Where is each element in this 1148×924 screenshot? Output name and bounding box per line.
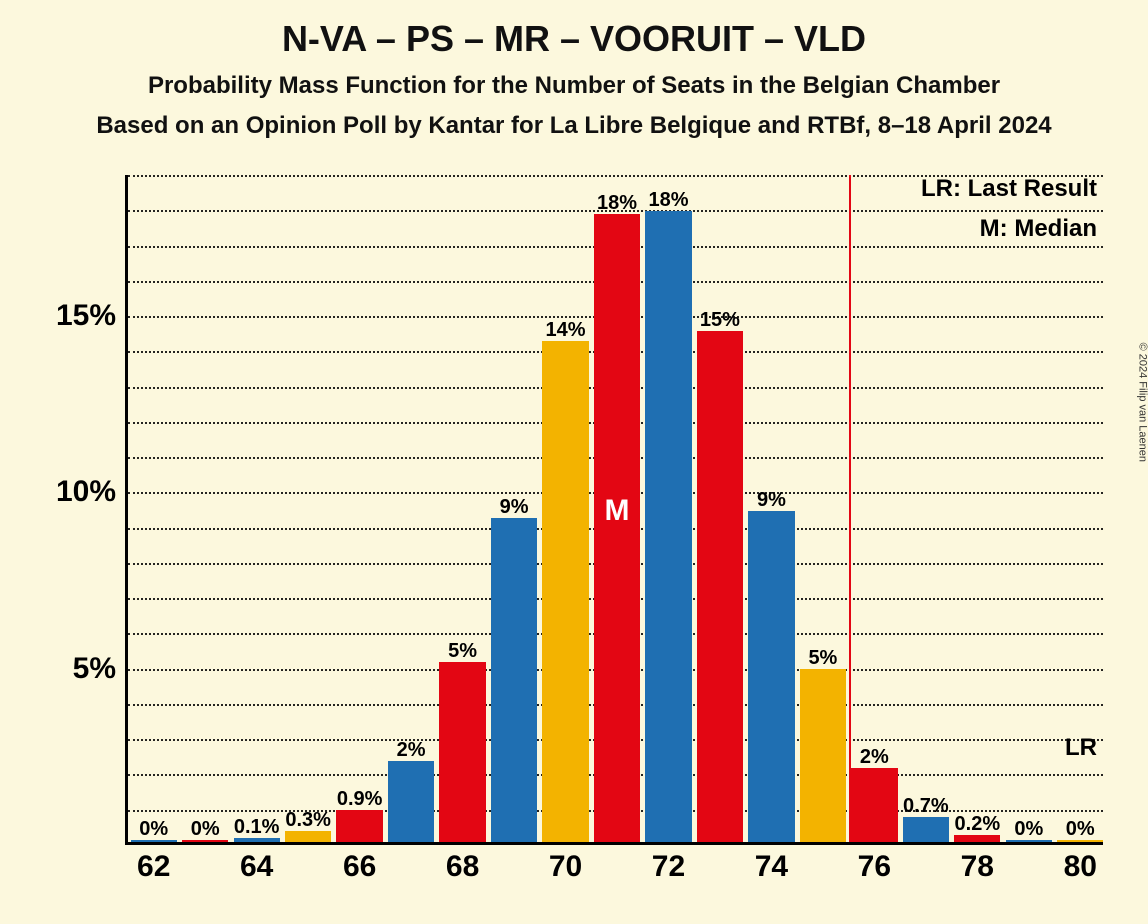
x-tick-label: 64 bbox=[240, 842, 273, 884]
bar bbox=[336, 810, 382, 842]
legend-last-result: LR: Last Result bbox=[921, 175, 1097, 203]
last-result-axis-label: LR bbox=[1065, 734, 1097, 762]
legend-median: M: Median bbox=[980, 215, 1097, 243]
bar-value-label: 2% bbox=[860, 746, 889, 769]
y-tick-label: 10% bbox=[56, 475, 128, 509]
x-tick-label: 78 bbox=[961, 842, 994, 884]
chart-title: N-VA – PS – MR – VOORUIT – VLD bbox=[0, 18, 1148, 60]
median-marker: M bbox=[604, 494, 629, 528]
bar bbox=[903, 817, 949, 842]
bar-value-label: 9% bbox=[757, 489, 786, 512]
bar bbox=[800, 669, 846, 842]
last-result-line bbox=[849, 175, 851, 842]
copyright-text: © 2024 Filip van Laenen bbox=[1136, 343, 1148, 462]
bar bbox=[542, 341, 588, 842]
x-tick-label: 66 bbox=[343, 842, 376, 884]
x-tick-label: 70 bbox=[549, 842, 582, 884]
chart-container: N-VA – PS – MR – VOORUIT – VLD Probabili… bbox=[0, 0, 1148, 924]
bar-value-label: 0.7% bbox=[903, 795, 949, 818]
x-tick-label: 76 bbox=[858, 842, 891, 884]
bar-value-label: 14% bbox=[546, 319, 586, 342]
x-tick-label: 72 bbox=[652, 842, 685, 884]
bar-value-label: 0.9% bbox=[337, 788, 383, 811]
bar bbox=[954, 835, 1000, 842]
bar-value-label: 5% bbox=[808, 647, 837, 670]
bar bbox=[851, 768, 897, 842]
chart-subtitle-2: Based on an Opinion Poll by Kantar for L… bbox=[0, 112, 1148, 140]
bar-value-label: 18% bbox=[597, 192, 637, 215]
bar-value-label: 18% bbox=[648, 189, 688, 212]
x-tick-label: 62 bbox=[137, 842, 170, 884]
y-tick-label: 15% bbox=[56, 299, 128, 333]
y-tick-label: 5% bbox=[73, 652, 128, 686]
bar-value-label: 0.2% bbox=[955, 813, 1001, 836]
bar-value-label: 0.1% bbox=[234, 816, 280, 839]
x-tick-label: 74 bbox=[755, 842, 788, 884]
plot-area: 5%10%15%626466687072747678800%0%0.1%0.3%… bbox=[125, 175, 1103, 845]
x-tick-label: 80 bbox=[1064, 842, 1097, 884]
bar-value-label: 5% bbox=[448, 640, 477, 663]
bar bbox=[285, 831, 331, 842]
bar bbox=[645, 211, 691, 842]
bar-value-label: 0% bbox=[139, 818, 168, 841]
bar bbox=[439, 662, 485, 842]
bar-value-label: 0% bbox=[1014, 818, 1043, 841]
bar bbox=[748, 511, 794, 842]
chart-subtitle-1: Probability Mass Function for the Number… bbox=[0, 72, 1148, 100]
bar bbox=[491, 518, 537, 842]
bar-value-label: 15% bbox=[700, 309, 740, 332]
bar-value-label: 0% bbox=[1066, 818, 1095, 841]
bar bbox=[388, 761, 434, 842]
bar-value-label: 9% bbox=[500, 496, 529, 519]
bar bbox=[697, 331, 743, 842]
bar-value-label: 2% bbox=[397, 739, 426, 762]
bar: M bbox=[594, 214, 640, 842]
bar-value-label: 0% bbox=[191, 818, 220, 841]
x-tick-label: 68 bbox=[446, 842, 479, 884]
bar-value-label: 0.3% bbox=[285, 809, 331, 832]
